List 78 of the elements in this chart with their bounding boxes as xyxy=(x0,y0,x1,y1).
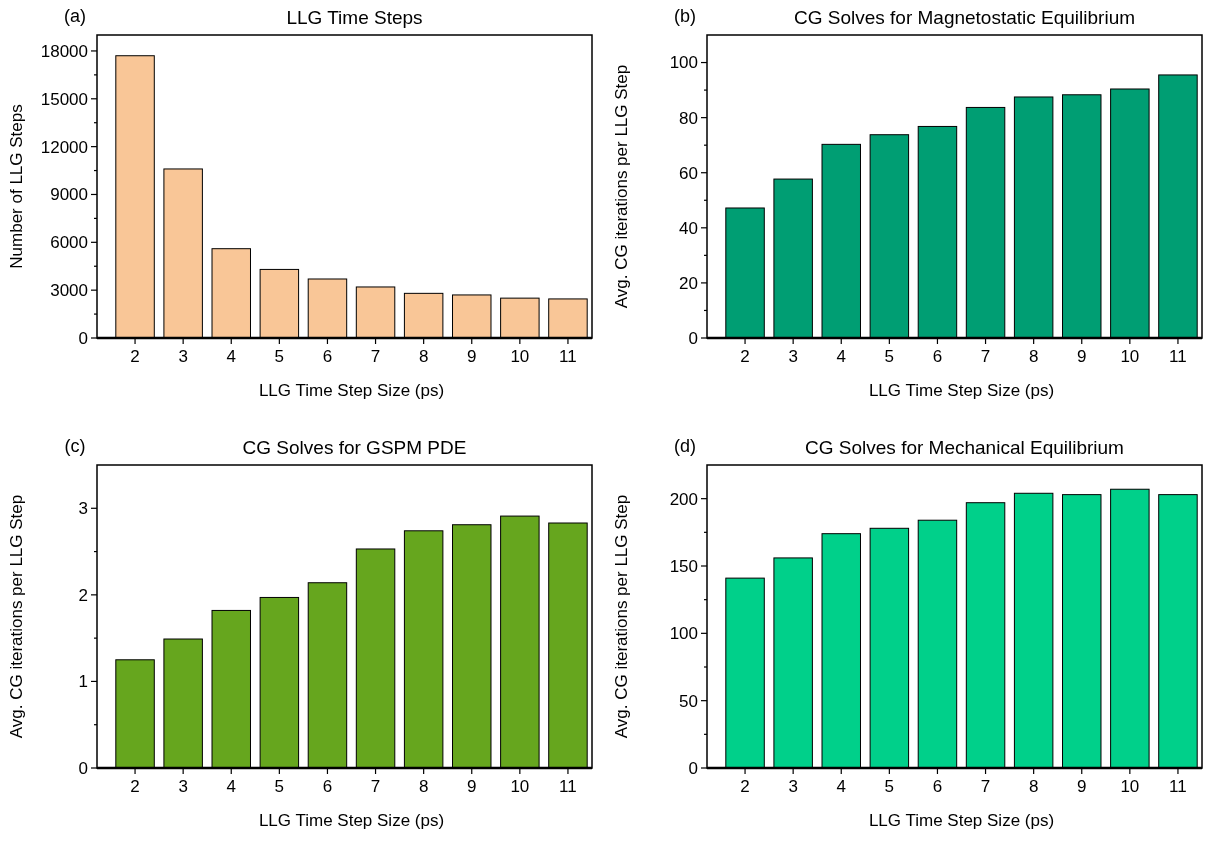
y-tick-label: 2 xyxy=(78,585,88,605)
x-tick-label: 9 xyxy=(1077,347,1087,366)
x-tick-label: 10 xyxy=(510,347,530,366)
x-tick-label: 4 xyxy=(836,777,846,796)
y-tick-label: 3000 xyxy=(50,281,88,301)
chart-title: CG Solves for Mechanical Equilibrium xyxy=(805,437,1124,458)
x-tick-label: 8 xyxy=(418,347,429,366)
chart-title: CG Solves for GSPM PDE xyxy=(242,437,467,458)
x-tick-label: 2 xyxy=(130,347,140,366)
x-tick-label: 8 xyxy=(1028,777,1039,796)
y-tick-label: 0 xyxy=(688,328,698,348)
chart-title: CG Solves for Magnetostatic Equilibrium xyxy=(793,7,1136,28)
x-tick-label: 11 xyxy=(1169,777,1187,796)
x-tick-label: 4 xyxy=(226,777,236,796)
y-tick-label: 3 xyxy=(78,499,88,519)
text: (d) xyxy=(674,436,696,456)
y-tick-label: 200 xyxy=(669,489,698,509)
x-tick-label: 3 xyxy=(788,777,798,796)
x-tick-label: 11 xyxy=(559,777,577,796)
y-tick-label: 9000 xyxy=(50,185,88,205)
y-tick-label: 6000 xyxy=(50,233,88,253)
x-tick-label: 3 xyxy=(788,347,798,366)
x-tick-label: 6 xyxy=(932,347,943,366)
y-axis-title: Number of LLG Steps xyxy=(7,104,26,269)
x-tick-label: 6 xyxy=(932,777,943,796)
x-tick-label: 10 xyxy=(1120,777,1140,796)
y-tick-label: 100 xyxy=(669,53,698,73)
y-axis-title: Avg. CG iterations per LLG Step xyxy=(612,494,631,739)
x-tick-label: 2 xyxy=(740,777,750,796)
x-tick-label: 11 xyxy=(1169,347,1187,366)
y-axis-title: Avg. CG iterations per LLG Step xyxy=(612,64,631,309)
y-tick-label: 18000 xyxy=(40,41,88,61)
x-tick-label: 9 xyxy=(467,347,477,366)
y-tick-label: 0 xyxy=(78,328,88,348)
x-tick-label: 10 xyxy=(510,777,530,796)
x-tick-label: 7 xyxy=(980,777,991,796)
x-tick-label: 5 xyxy=(274,347,285,366)
y-tick-label: 50 xyxy=(679,691,698,711)
x-tick-label: 9 xyxy=(1077,777,1087,796)
x-tick-label: 10 xyxy=(1120,347,1140,366)
y-tick-label: 40 xyxy=(679,218,698,238)
y-tick-label: 150 xyxy=(669,556,698,576)
y-tick-label: 100 xyxy=(669,624,698,644)
x-tick-label: 5 xyxy=(884,347,895,366)
y-tick-label: 0 xyxy=(78,758,88,778)
y-tick-label: 0 xyxy=(688,758,698,778)
x-axis-title: LLG Time Step Size (ps) xyxy=(868,381,1055,400)
x-tick-label: 4 xyxy=(836,347,846,366)
chart-title: LLG Time Steps xyxy=(286,7,423,28)
text: (a) xyxy=(64,6,86,26)
x-tick-label: 4 xyxy=(226,347,236,366)
x-tick-label: 7 xyxy=(370,777,381,796)
x-tick-label: 3 xyxy=(178,347,188,366)
x-tick-label: 8 xyxy=(418,777,429,796)
x-tick-label: 8 xyxy=(1028,347,1039,366)
x-tick-label: 3 xyxy=(178,777,188,796)
y-tick-label: 20 xyxy=(679,273,698,293)
x-tick-label: 9 xyxy=(467,777,477,796)
x-tick-label: 6 xyxy=(322,347,333,366)
x-axis-title: LLG Time Step Size (ps) xyxy=(258,811,445,830)
x-tick-label: 5 xyxy=(884,777,895,796)
text: (b) xyxy=(674,6,696,26)
text: (c) xyxy=(64,436,86,456)
x-tick-label: 5 xyxy=(274,777,285,796)
x-tick-label: 7 xyxy=(370,347,381,366)
y-tick-label: 80 xyxy=(679,108,698,128)
y-tick-label: 15000 xyxy=(40,89,88,109)
x-tick-label: 2 xyxy=(740,347,750,366)
y-tick-label: 12000 xyxy=(40,137,88,157)
x-axis-title: LLG Time Step Size (ps) xyxy=(868,811,1055,830)
x-tick-label: 11 xyxy=(559,347,577,366)
x-tick-label: 6 xyxy=(322,777,333,796)
x-tick-label: 2 xyxy=(130,777,140,796)
y-axis-title: Avg. CG iterations per LLG Step xyxy=(7,494,26,739)
y-tick-label: 60 xyxy=(679,163,698,183)
x-axis-title: LLG Time Step Size (ps) xyxy=(258,381,445,400)
y-tick-label: 1 xyxy=(78,672,88,692)
x-tick-label: 7 xyxy=(980,347,991,366)
